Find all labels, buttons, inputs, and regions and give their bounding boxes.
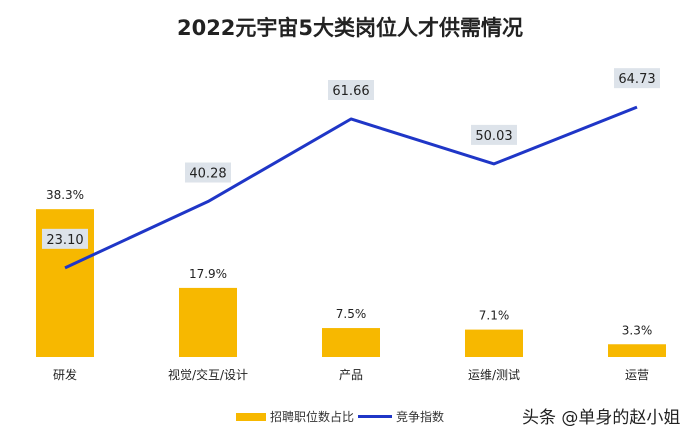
legend-swatch-bar	[236, 412, 266, 421]
legend-label-line: 竞争指数	[396, 410, 445, 424]
x-tick-label: 产品	[339, 368, 363, 382]
line-label: 40.28	[189, 167, 226, 182]
bar-label: 17.9%	[189, 267, 227, 281]
line-label-box	[42, 228, 88, 249]
legend-label-bar: 招聘职位数占比	[270, 410, 355, 424]
chart-title: 2022元宇宙5大类岗位人才供需情况	[176, 16, 524, 40]
legend: 招聘职位数占比 竞争指数	[236, 408, 444, 425]
legend-swatch-line	[358, 415, 393, 418]
watermark: 头条 @单身的赵小姐	[522, 408, 681, 428]
bar	[608, 344, 666, 357]
bar-label: 38.3%	[46, 188, 84, 202]
line-label-box	[328, 79, 374, 100]
line-label: 61.66	[332, 84, 369, 99]
x-tick-label: 研发	[53, 367, 77, 382]
bar	[465, 329, 523, 357]
line-label: 64.73	[618, 72, 655, 87]
x-tick-label: 运维/测试	[468, 367, 520, 382]
line-label: 23.10	[46, 233, 83, 248]
line-label-box	[471, 124, 517, 145]
line-label-box	[185, 162, 231, 183]
bar	[179, 287, 237, 357]
x-tick-label: 视觉/交互/设计	[168, 367, 248, 382]
x-tick-label: 运营	[625, 368, 649, 382]
bar	[322, 328, 380, 357]
line-label-box	[614, 68, 660, 89]
bar-label: 7.1%	[479, 309, 510, 323]
line-label: 50.03	[475, 129, 512, 144]
bar-label: 3.3%	[622, 323, 653, 337]
line-series	[64, 105, 638, 270]
bar-label: 7.5%	[336, 307, 367, 321]
